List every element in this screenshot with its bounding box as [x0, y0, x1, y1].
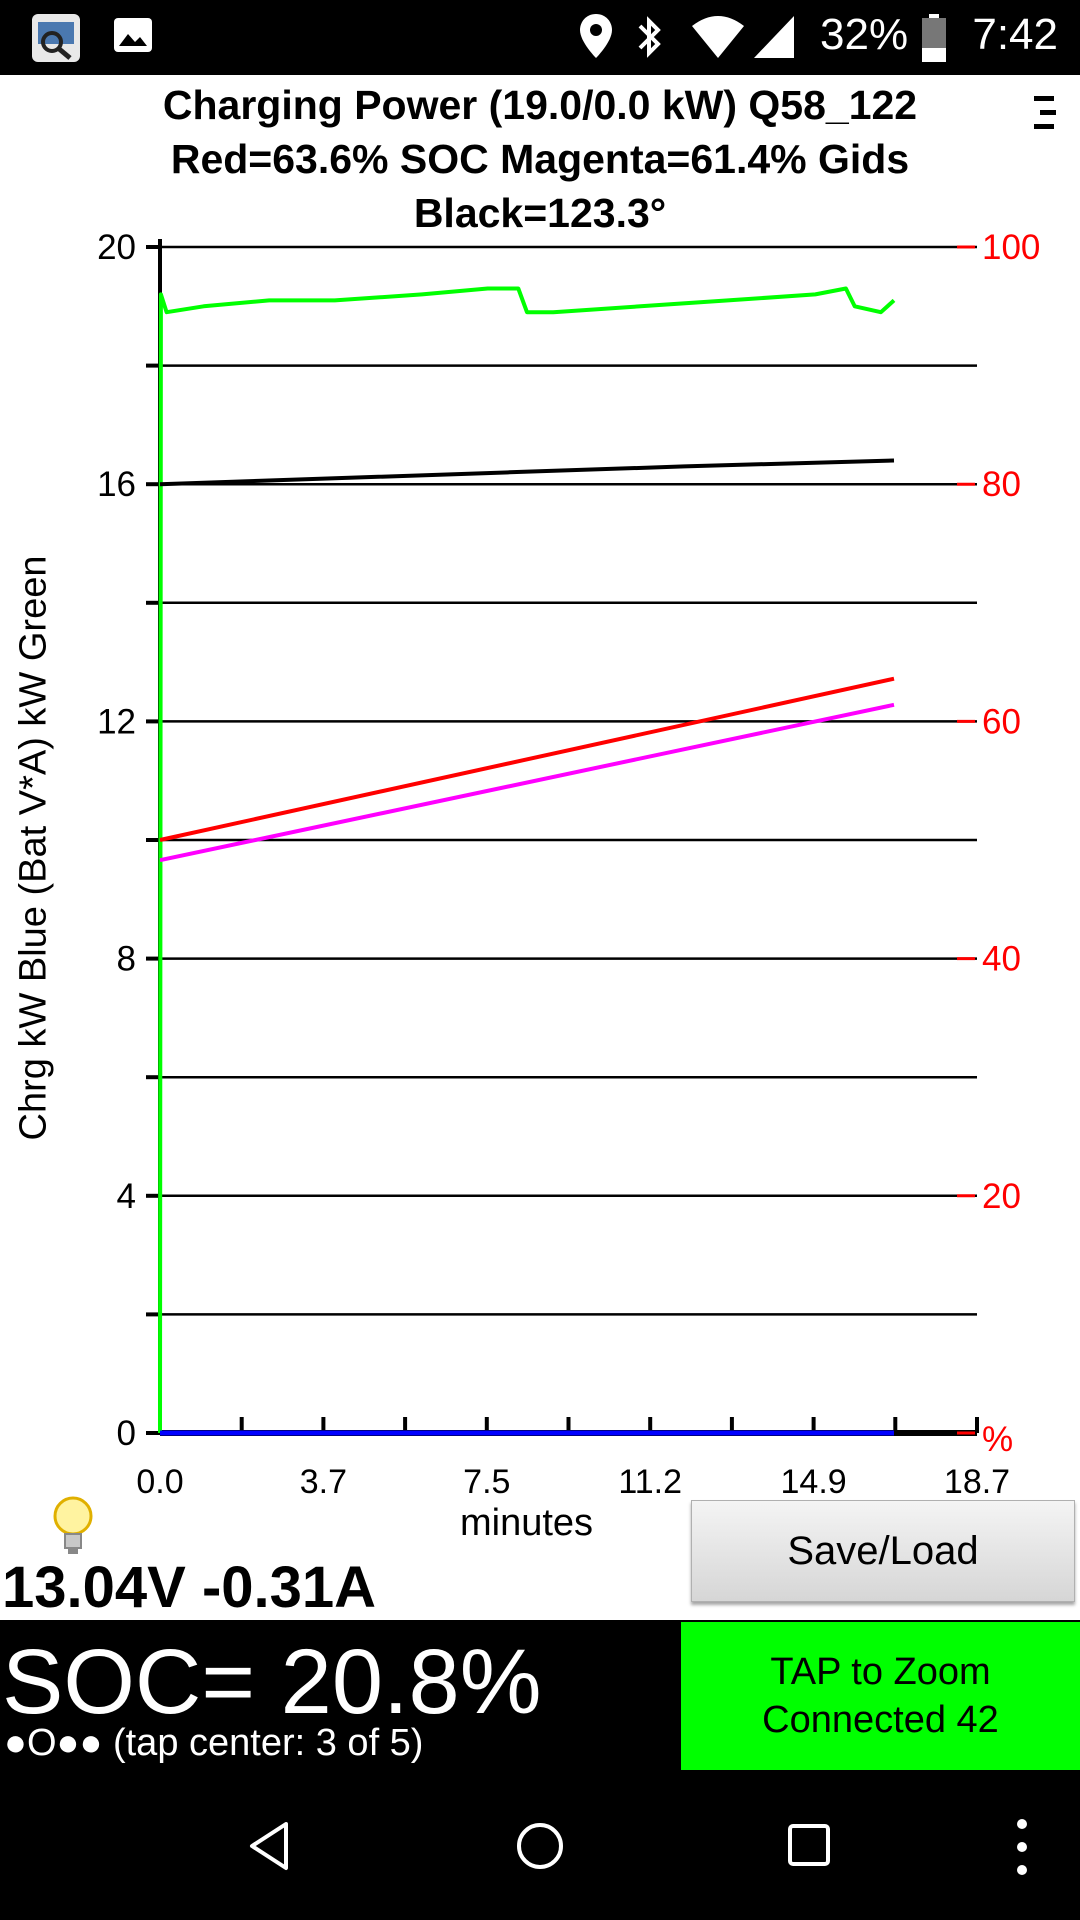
save-load-button[interactable]: Save/Load	[691, 1500, 1075, 1602]
battery-icon	[920, 12, 948, 69]
x-axis-title: minutes	[460, 1502, 594, 1544]
y-right-tick-label: 60	[982, 702, 1021, 741]
zoom-label: TAP to Zoom	[770, 1651, 991, 1693]
series-line	[159, 458, 895, 487]
y-axis-title: Chrg kW Blue (Bat V*A) kW Green	[12, 555, 55, 1141]
status-bar: 32% 7:42	[0, 0, 1080, 75]
bluetooth-icon	[632, 12, 668, 67]
series-line	[159, 676, 895, 842]
x-tick-label: 11.2	[618, 1463, 682, 1501]
app-icon	[30, 12, 82, 64]
y-left-tick-label: 4	[117, 1177, 136, 1216]
x-tick-label: 14.9	[781, 1463, 847, 1501]
y-right-tick-label: 20	[982, 1177, 1021, 1216]
series-line	[158, 286, 896, 1434]
chart-subtitle-temperature: Black=123.3°	[413, 190, 667, 236]
status-clock: 7:42	[972, 10, 1058, 59]
y-left-tick-label: 20	[97, 228, 136, 267]
voltage-current-readout: 13.04V -0.31A	[2, 1555, 377, 1620]
y-right-tick-label: %	[982, 1420, 1013, 1459]
hamburger-menu-icon[interactable]	[1030, 92, 1060, 134]
series-line	[159, 702, 895, 863]
y-left-tick-label: 8	[117, 940, 136, 979]
y-left-tick-label: 16	[97, 465, 136, 504]
lightbulb-icon[interactable]	[50, 1494, 96, 1558]
y-left-tick-label: 0	[117, 1414, 136, 1453]
chart-subtitle-soc-gids: Red=63.6% SOC Magenta=61.4% Gids	[170, 136, 910, 182]
y-right-tick-label: 40	[982, 940, 1021, 979]
charging-power-chart[interactable]: 0 4 8 12 16 20% 20 40 60 80 100 0.0 3.7 7.5 11.2 14.9 18…	[0, 0, 1080, 1560]
x-tick-label: 18.7	[944, 1463, 1010, 1501]
soc-value[interactable]: SOC= 20.8%	[2, 1631, 542, 1733]
y-right-tick-label: 80	[982, 465, 1021, 504]
page-indicator: ●O●● (tap center: 3 of 5)	[4, 1722, 424, 1764]
location-icon	[578, 12, 614, 67]
tap-to-zoom-status[interactable]: TAP to Zoom Connected 42	[681, 1622, 1080, 1770]
y-right-tick-label: 100	[982, 228, 1040, 267]
recents-icon[interactable]	[786, 1822, 832, 1873]
battery-percent: 32%	[820, 10, 909, 59]
navigation-bar	[0, 1772, 1080, 1920]
home-icon[interactable]	[514, 1820, 566, 1877]
image-icon	[110, 12, 162, 64]
wifi-icon	[690, 12, 746, 67]
x-tick-label: 3.7	[300, 1463, 347, 1501]
cell-signal-icon	[752, 12, 796, 67]
chart-title: Charging Power (19.0/0.0 kW) Q58_122	[162, 82, 918, 128]
connection-status: Connected 42	[762, 1699, 999, 1741]
x-tick-label: 0.0	[136, 1463, 183, 1501]
overflow-menu-icon[interactable]	[1012, 1816, 1032, 1883]
back-icon[interactable]	[246, 1820, 294, 1877]
y-left-tick-label: 12	[97, 702, 136, 741]
x-tick-label: 7.5	[463, 1463, 510, 1501]
